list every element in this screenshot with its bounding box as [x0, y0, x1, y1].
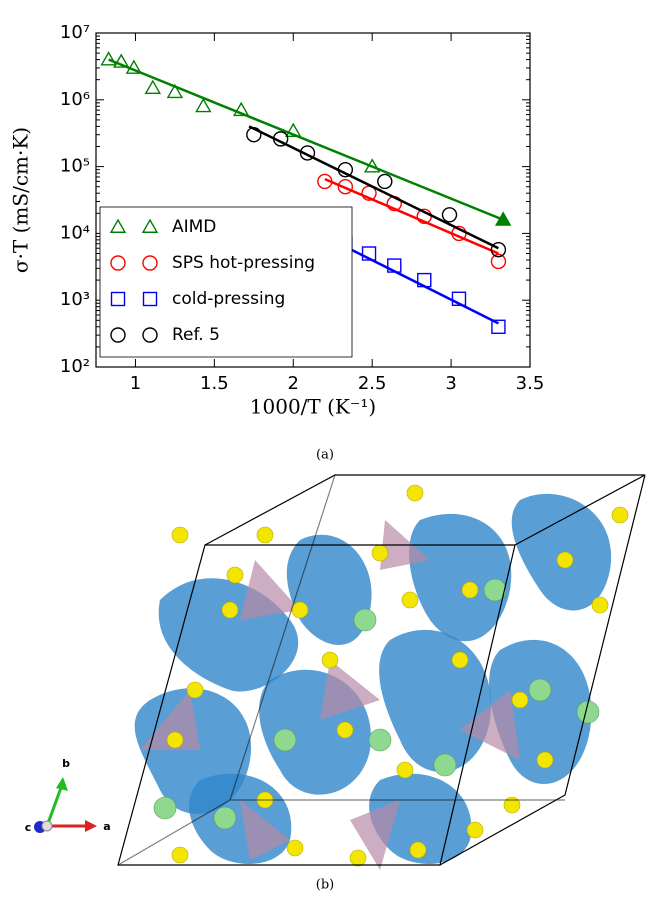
legend-label: SPS hot-pressing [172, 253, 315, 273]
y-tick-label: 10⁶ [60, 89, 90, 110]
circle-marker [142, 327, 158, 343]
circle-marker [441, 207, 458, 223]
x-axis-label: 1000/T (K⁻¹) [250, 395, 376, 419]
axis-a-label: a [103, 820, 110, 833]
circle-marker [337, 179, 354, 195]
y-tick-label: 10⁷ [60, 22, 90, 43]
legend-box [99, 206, 353, 358]
x-tick-label: 2.5 [358, 373, 387, 394]
y-axis-label: σ·T (mS/cm·K) [9, 127, 33, 273]
y-tick-label: 10⁵ [60, 156, 90, 177]
square-marker [417, 272, 432, 288]
fit-line [324, 177, 499, 255]
legend-label: AIMD [172, 217, 216, 237]
y-tick-label: 10⁴ [60, 222, 90, 243]
square-marker [110, 291, 126, 307]
triangle-marker [109, 218, 127, 233]
triangle-marker [494, 211, 512, 226]
plot-frame [95, 32, 531, 368]
axis-c-label: c [25, 821, 32, 834]
x-tick-label: 3 [445, 373, 456, 394]
circle-marker [377, 173, 393, 190]
circle-marker [299, 145, 316, 161]
triangle-marker [141, 218, 159, 233]
y-tick-label: 10³ [60, 289, 90, 310]
triangle-marker [363, 158, 381, 173]
x-tick-label: 2 [288, 373, 299, 394]
circle-marker [337, 161, 354, 178]
fit-line [108, 58, 504, 221]
x-tick-label: 3.5 [516, 373, 545, 394]
square-marker [387, 258, 402, 273]
square-marker [491, 319, 506, 334]
x-tick-label: 1.5 [200, 373, 229, 394]
square-marker [361, 246, 377, 261]
legend-label: Ref. 5 [172, 325, 220, 345]
square-marker [451, 291, 467, 306]
fit-line [324, 235, 499, 325]
triangle-marker [195, 97, 212, 113]
triangle-marker [144, 79, 162, 94]
fit-line [248, 125, 499, 250]
y-tick-label: 10² [60, 356, 90, 377]
triangle-marker [100, 51, 117, 66]
circle-marker [490, 253, 507, 270]
caption: (a) [316, 448, 334, 463]
circle-marker [490, 242, 507, 258]
circle-marker [272, 131, 289, 147]
caption: (b) [316, 878, 334, 893]
square-marker [142, 291, 158, 307]
x-tick-label: 1 [130, 373, 141, 394]
triangle-marker [232, 101, 250, 117]
triangle-marker [113, 53, 130, 68]
triangle-marker [285, 122, 302, 138]
crystal-illustration [34, 474, 646, 870]
legend-label: cold-pressing [172, 289, 285, 309]
circle-marker [110, 255, 126, 271]
circle-marker [110, 327, 126, 343]
triangle-marker [125, 59, 143, 74]
triangle-marker [166, 83, 184, 99]
circle-marker [142, 255, 158, 271]
circle-marker [317, 173, 333, 190]
axis-b-label: b [62, 757, 70, 770]
circle-marker [246, 127, 262, 143]
